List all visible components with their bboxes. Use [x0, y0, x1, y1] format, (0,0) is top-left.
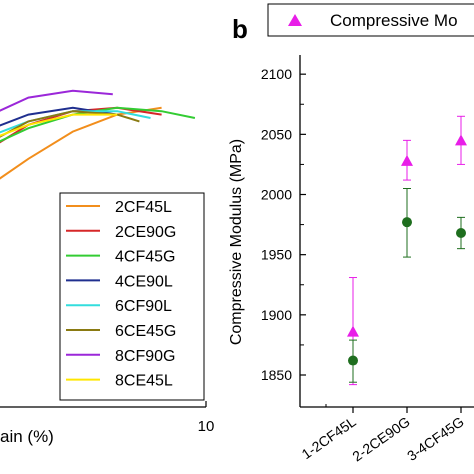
panel-b-marks [347, 115, 467, 386]
panel-b-y-tick-label: 1900 [261, 307, 292, 323]
panel-b-y-tick-label: 2000 [261, 187, 292, 203]
curve-8ce45l [0, 113, 118, 137]
curve-8cf90g [0, 89, 113, 112]
legend-label-6cf90l: 6CF90L [115, 298, 172, 315]
legend-label-6ce45g: 6CE45G [115, 323, 176, 340]
panel-a-stress-strain-chart: 10 ain (%) 2CF45L 2CE90G 4CF45G 4CE90L 6CF90… [0, 89, 215, 446]
data-point-circle [348, 355, 358, 366]
panel-b-x-tick-label: 3-4CF45G [404, 413, 467, 464]
panel-b-y-tick-label: 2050 [261, 126, 292, 142]
data-point-circle [456, 228, 466, 239]
panel-b-letter: b [232, 14, 248, 44]
panel-a-curves [0, 89, 196, 180]
panel-a-legend: 2CF45L 2CE90G 4CF45G 4CE90L 6CF90L 6CE45G 8CF9… [59, 192, 205, 401]
panel-b-y-ticks: 1850 1900 1950 2000 2050 2100 [261, 66, 306, 383]
panel-a-x-ticks: 10 [198, 401, 215, 435]
legend-label-2cf45l: 2CF45L [115, 199, 172, 216]
curve-2cf45l [0, 106, 162, 180]
panel-a-x-tick-label: 10 [198, 418, 215, 435]
panel-b-legend-box [267, 3, 474, 37]
panel-b-y-tick-label: 1950 [261, 247, 292, 263]
curve-6ce45g [0, 110, 140, 138]
data-point-triangle [347, 325, 359, 337]
legend-label-2ce90g: 2CE90G [115, 224, 176, 241]
panel-b-y-tick-label: 2100 [261, 66, 292, 82]
panel-b-legend-label: Compressive Mo [330, 11, 458, 30]
panel-b-x-tick-label: 1-2CF45L [299, 413, 359, 462]
panel-b-y-tick-label: 1850 [261, 367, 292, 383]
legend-label-8ce45l: 8CE45L [115, 373, 173, 390]
panel-b-y-axis-label: Compressive Modulus (MPa) [228, 139, 245, 345]
data-point-triangle [401, 154, 413, 166]
panel-a-x-axis-label: ain (%) [0, 427, 54, 446]
panel-b-x-tick-label: 2-2CE90G [349, 413, 412, 464]
legend-label-4cf45g: 4CF45G [115, 249, 175, 266]
legend-label-8cf90g: 8CF90G [115, 348, 175, 365]
legend-label-4ce90l: 4CE90L [115, 273, 173, 290]
data-point-circle [402, 217, 412, 228]
panel-b-compressive-modulus-chart: b Compressive Mo 1850 1900 1950 2000 2050 210… [228, 3, 474, 464]
data-point-triangle [455, 134, 467, 146]
panel-b-legend-marker [288, 14, 302, 26]
panel-a-legend-box [59, 192, 205, 401]
